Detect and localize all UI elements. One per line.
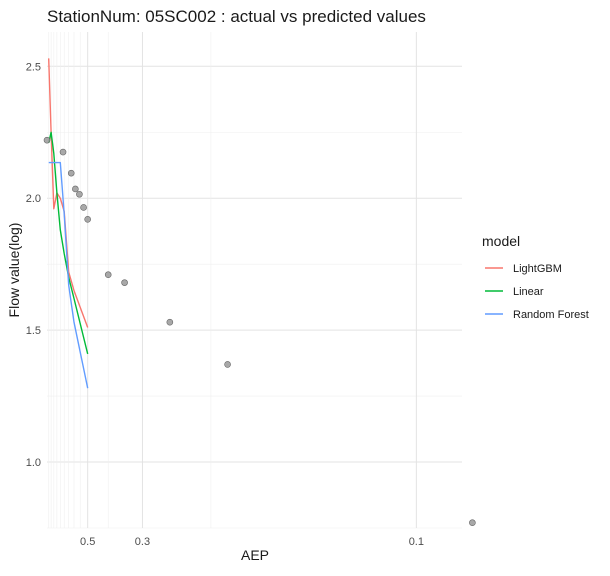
actual-point	[166, 318, 174, 326]
actual-point	[80, 204, 87, 211]
x-tick-labels: 0.5 0.3 0.1	[80, 536, 424, 548]
x-tick-label: 0.5	[80, 536, 95, 548]
series-line-random-forest	[48, 161, 89, 389]
y-axis-title: Flow value(log)	[6, 223, 22, 318]
x-tick-label: 0.3	[135, 536, 150, 548]
actual-point	[469, 519, 476, 527]
actual-point	[121, 279, 128, 286]
actual-point	[76, 190, 83, 198]
actual-point	[72, 185, 79, 193]
actual-point	[84, 216, 91, 223]
y-tick-label: 1.5	[26, 325, 41, 337]
series-lines	[48, 58, 89, 389]
actual-point	[224, 361, 231, 368]
actual-points	[43, 136, 476, 527]
series-line-linear	[48, 131, 89, 355]
y-tick-label: 1.0	[26, 457, 41, 469]
legend-label-random-forest: Random Forest	[513, 309, 589, 321]
legend-label-linear: Linear	[513, 286, 544, 298]
actual-point	[104, 271, 112, 279]
x-axis-title: AEP	[241, 547, 269, 563]
actual-point	[67, 169, 75, 177]
legend-label-lightgbm: LightGBM	[513, 263, 562, 275]
y-tick-labels: 1.0 1.5 2.0 2.5	[26, 61, 41, 469]
series-line-lightgbm	[48, 58, 89, 328]
actual-point	[43, 136, 51, 144]
y-tick-label: 2.0	[26, 193, 41, 205]
legend-title: model	[482, 233, 520, 249]
x-tick-label: 0.1	[409, 536, 424, 548]
legend: model LightGBM Linear Random Forest	[482, 233, 589, 321]
y-tick-label: 2.5	[26, 61, 41, 73]
actual-point	[59, 148, 67, 156]
chart-title: StationNum: 05SC002 : actual vs predicte…	[47, 7, 426, 26]
